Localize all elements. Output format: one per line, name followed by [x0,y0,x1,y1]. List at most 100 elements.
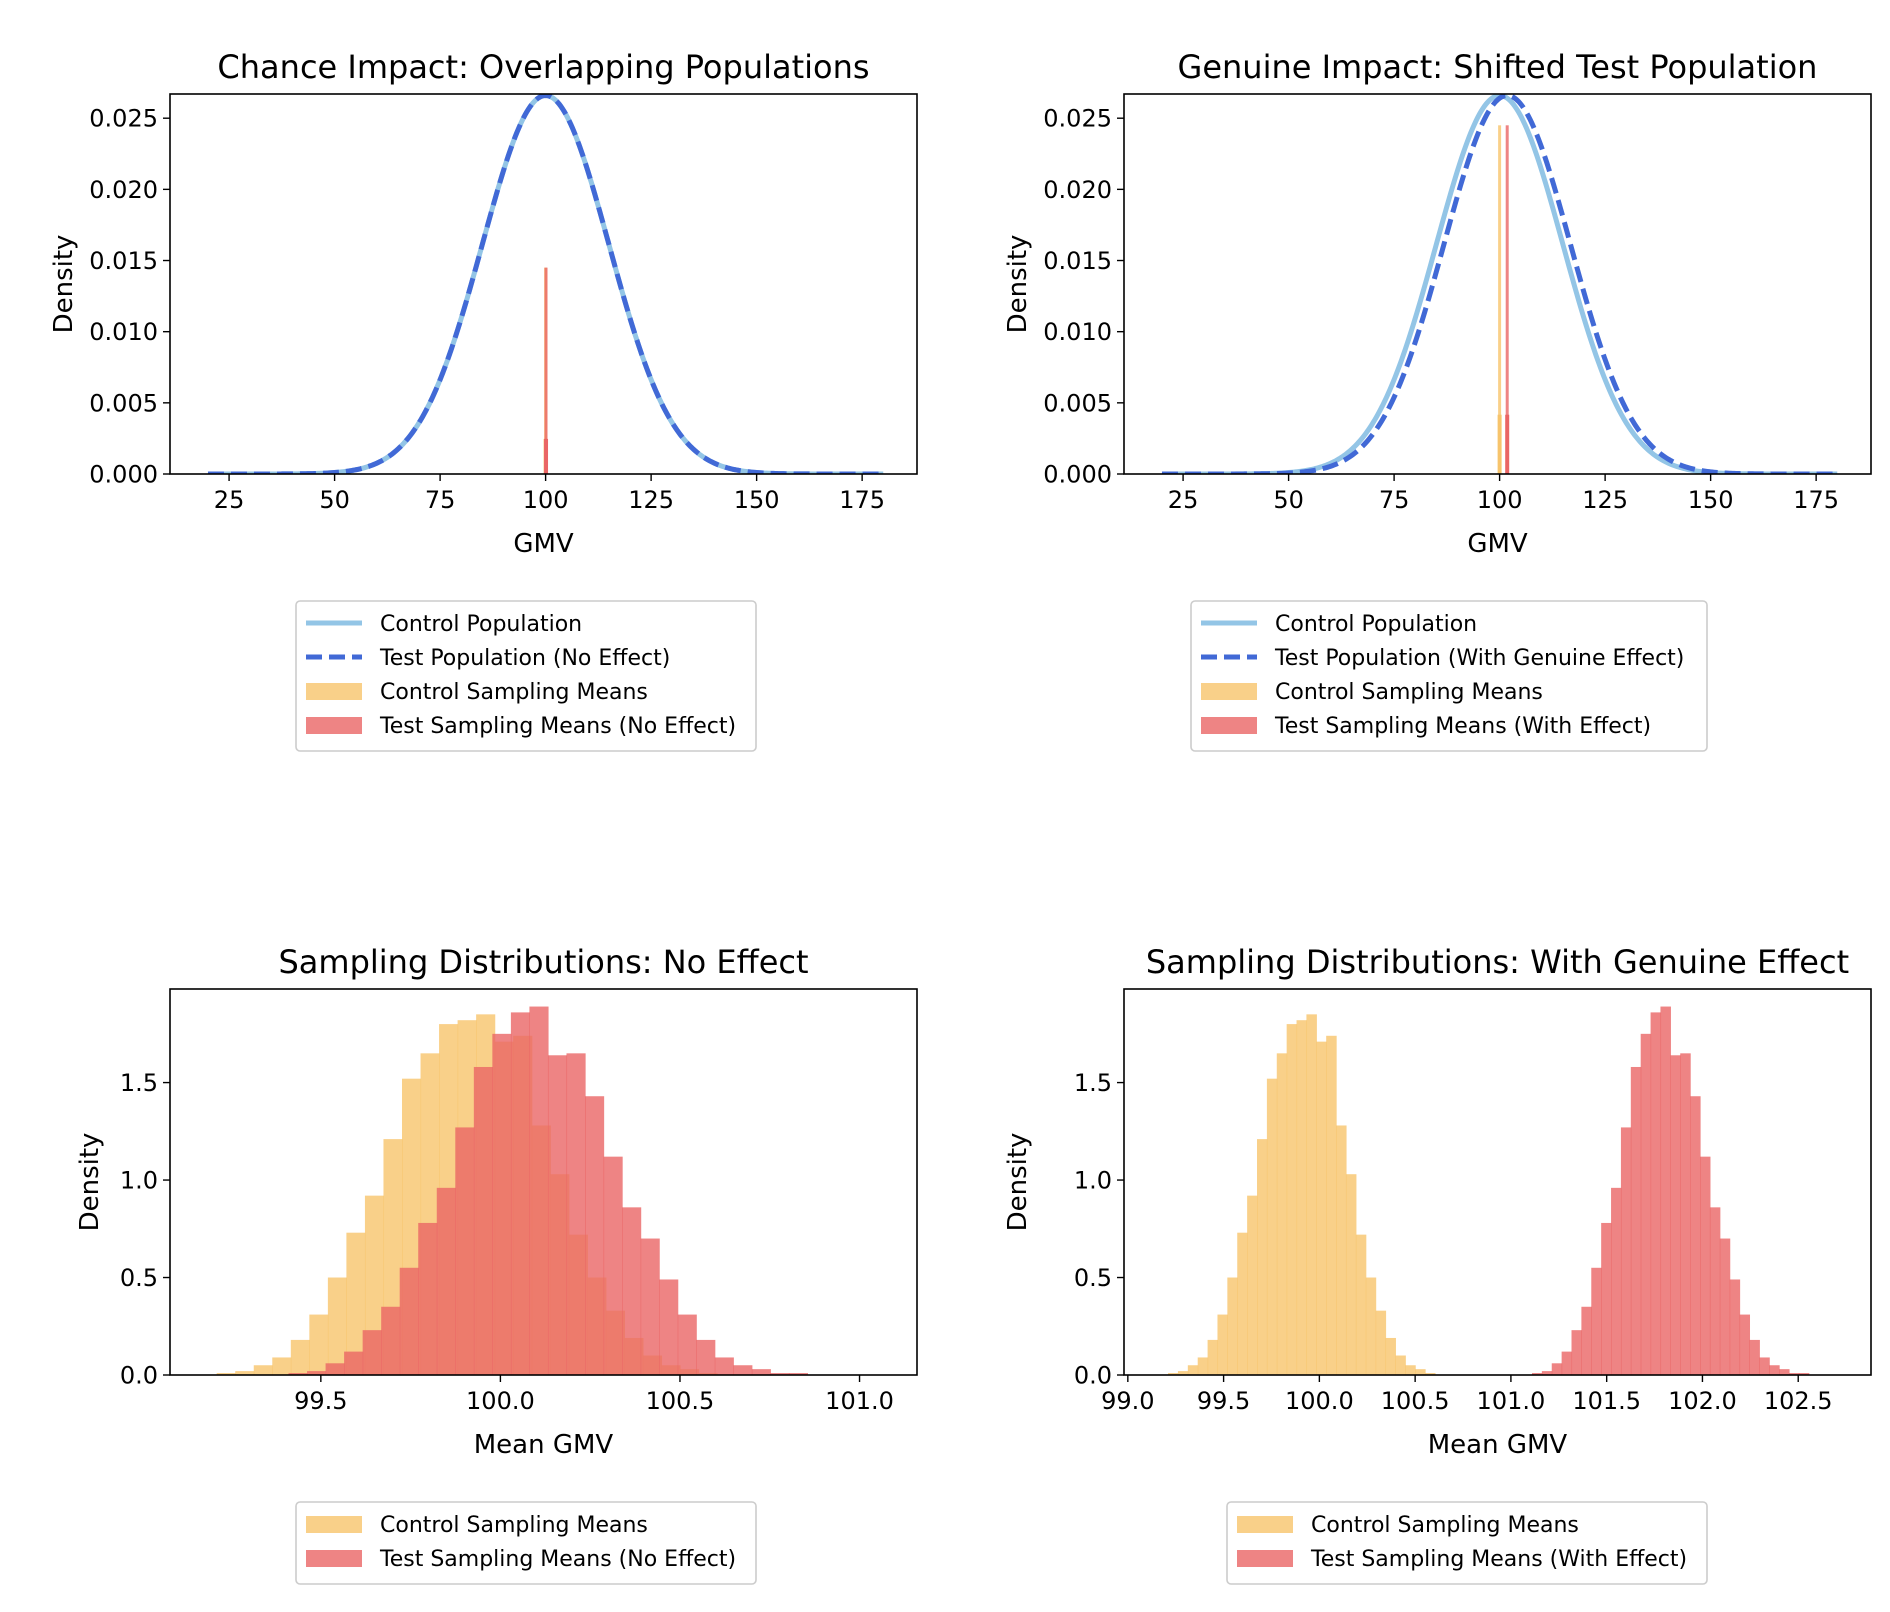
x-tick-label: 150 [1688,486,1734,514]
x-tick-label: 99.0 [1101,1387,1154,1415]
x-tick-label: 101.0 [825,1387,894,1415]
plot-area [1168,1006,1810,1375]
x-tick-label: 25 [1168,486,1199,514]
legend-frame [295,600,757,752]
legend-frame [1190,600,1708,752]
hist-bar-1-18 [622,1207,642,1375]
hist-bar-1-16 [585,1096,605,1375]
x-tick-label: 150 [734,486,780,514]
y-tick-label: 0.000 [1043,461,1112,489]
x-tick-label: 99.5 [294,1387,347,1415]
hist-bar-1-3 [344,1351,364,1375]
hist-bar-1-19 [640,1238,660,1375]
axes-frame [169,988,918,1376]
hist-bar-1-13 [1660,1006,1671,1375]
y-axis-label: Density [1003,1133,1033,1232]
x-tick-label: 125 [1582,486,1628,514]
panel-sampling-genuine-effect: 99.0 99.5 100.0 100.5 101.0 101.5 102.0 102.5 0.… [1003,943,1872,1585]
hist-bar-0-2 [1187,1365,1199,1375]
legend-entry-label: Control Population [380,612,582,637]
sampling-spike-base-3 [1505,414,1510,474]
hist-bar-1-8 [436,1187,456,1375]
sampling-spike-base-3 [544,438,549,474]
hist-bar-1-7 [1601,1222,1612,1375]
legend-patch-swatch [1201,717,1257,734]
hist-bar-1-25 [751,1369,771,1375]
hist-bar-0-4 [290,1339,310,1375]
y-tick-label: 0.010 [1043,318,1112,346]
hist-bar-1-14 [547,1055,568,1375]
sampling-spike-3 [1505,125,1509,474]
hist-bar-1-22 [1749,1339,1760,1375]
y-tick-label: 0.020 [89,176,158,204]
hist-bar-0-0 [1168,1373,1179,1375]
hist-bar-1-26 [1788,1373,1800,1375]
hist-bar-1-0 [1531,1373,1543,1375]
hist-bar-1-10 [1630,1066,1642,1375]
hist-bar-0-22 [1385,1337,1396,1375]
hist-bar-1-27 [788,1373,808,1375]
hist-bar-1-9 [1620,1127,1632,1375]
legend-patch-swatch [1237,1516,1293,1533]
hist-bar-0-7 [1237,1232,1248,1375]
hist-bar-1-9 [455,1127,475,1375]
hist-bar-0-2 [253,1365,273,1375]
hist-bar-0-15 [1316,1041,1327,1375]
x-tick-label: 75 [1379,486,1410,514]
chart-title: Sampling Distributions: No Effect [278,943,808,981]
axes-frame [169,93,918,475]
hist-bar-0-6 [1227,1277,1238,1375]
legend-entry-label: Control Population [1275,612,1477,637]
legend-patch-swatch [1237,1550,1293,1567]
y-tick-label: 0.0 [120,1362,158,1390]
hist-bar-0-26 [1425,1373,1436,1375]
hist-bar-1-14 [1670,1055,1681,1375]
panel-sampling-no-effect: 99.5 100.0 100.5 101.0 0.0 0.5 1.0 1.5 Sampling … [75,943,918,1585]
hist-bar-0-13 [1296,1020,1308,1375]
legend-entry-label: Control Sampling Means [1275,680,1543,705]
chart-title: Chance Impact: Overlapping Populations [217,48,869,86]
y-tick-label: 1.5 [1074,1069,1112,1097]
legend: Control Population Test Population (No Ef… [295,600,757,752]
x-tick-label: 25 [214,486,245,514]
legend-patch-swatch [306,717,362,734]
y-tick-label: 0.000 [89,461,158,489]
legend-frame [1226,1501,1708,1585]
hist-bar-1-25 [1779,1369,1790,1375]
legend-frame [295,1501,757,1585]
legend: Control Sampling Means Test Sampling Mean… [295,1501,757,1585]
hist-bar-1-13 [529,1006,549,1375]
hist-bar-1-2 [1551,1363,1563,1375]
hist-bar-1-18 [1709,1207,1721,1375]
hist-bar-0-18 [1345,1174,1357,1375]
hist-bar-1-21 [1739,1314,1751,1375]
hist-bar-0-12 [1286,1024,1298,1375]
y-axis-label: Density [49,235,79,334]
hist-bar-1-1 [307,1371,327,1375]
x-tick-label: 50 [1273,486,1304,514]
hist-bar-0-11 [1276,1053,1288,1375]
legend: Control Population Test Population (With … [1190,600,1708,752]
hist-bar-0-6 [327,1277,348,1375]
x-tick-label: 100 [1477,486,1523,514]
hist-bar-1-22 [696,1339,716,1375]
x-tick-label: 102.0 [1668,1387,1737,1415]
y-tick-label: 0.0 [1074,1362,1112,1390]
sampling-spike-base-2 [1497,414,1502,474]
hist-bar-1-15 [1680,1053,1691,1375]
x-tick-label: 175 [1793,486,1839,514]
y-tick-label: 0.025 [89,105,158,133]
hist-bar-0-3 [272,1357,292,1375]
hist-bar-0-20 [1365,1277,1377,1375]
hist-bar-1-24 [733,1365,753,1375]
y-tick-label: 0.020 [1043,176,1112,204]
x-tick-label: 175 [839,486,885,514]
hist-bar-0-14 [1306,1014,1317,1375]
y-tick-label: 0.015 [1043,247,1112,275]
x-tick-label: 100 [523,486,569,514]
x-tick-label: 100.5 [1381,1387,1450,1415]
hist-bar-0-23 [1395,1355,1406,1375]
legend-patch-swatch [306,683,362,700]
hist-bar-0-5 [309,1314,329,1375]
plot-area [1161,94,1838,474]
